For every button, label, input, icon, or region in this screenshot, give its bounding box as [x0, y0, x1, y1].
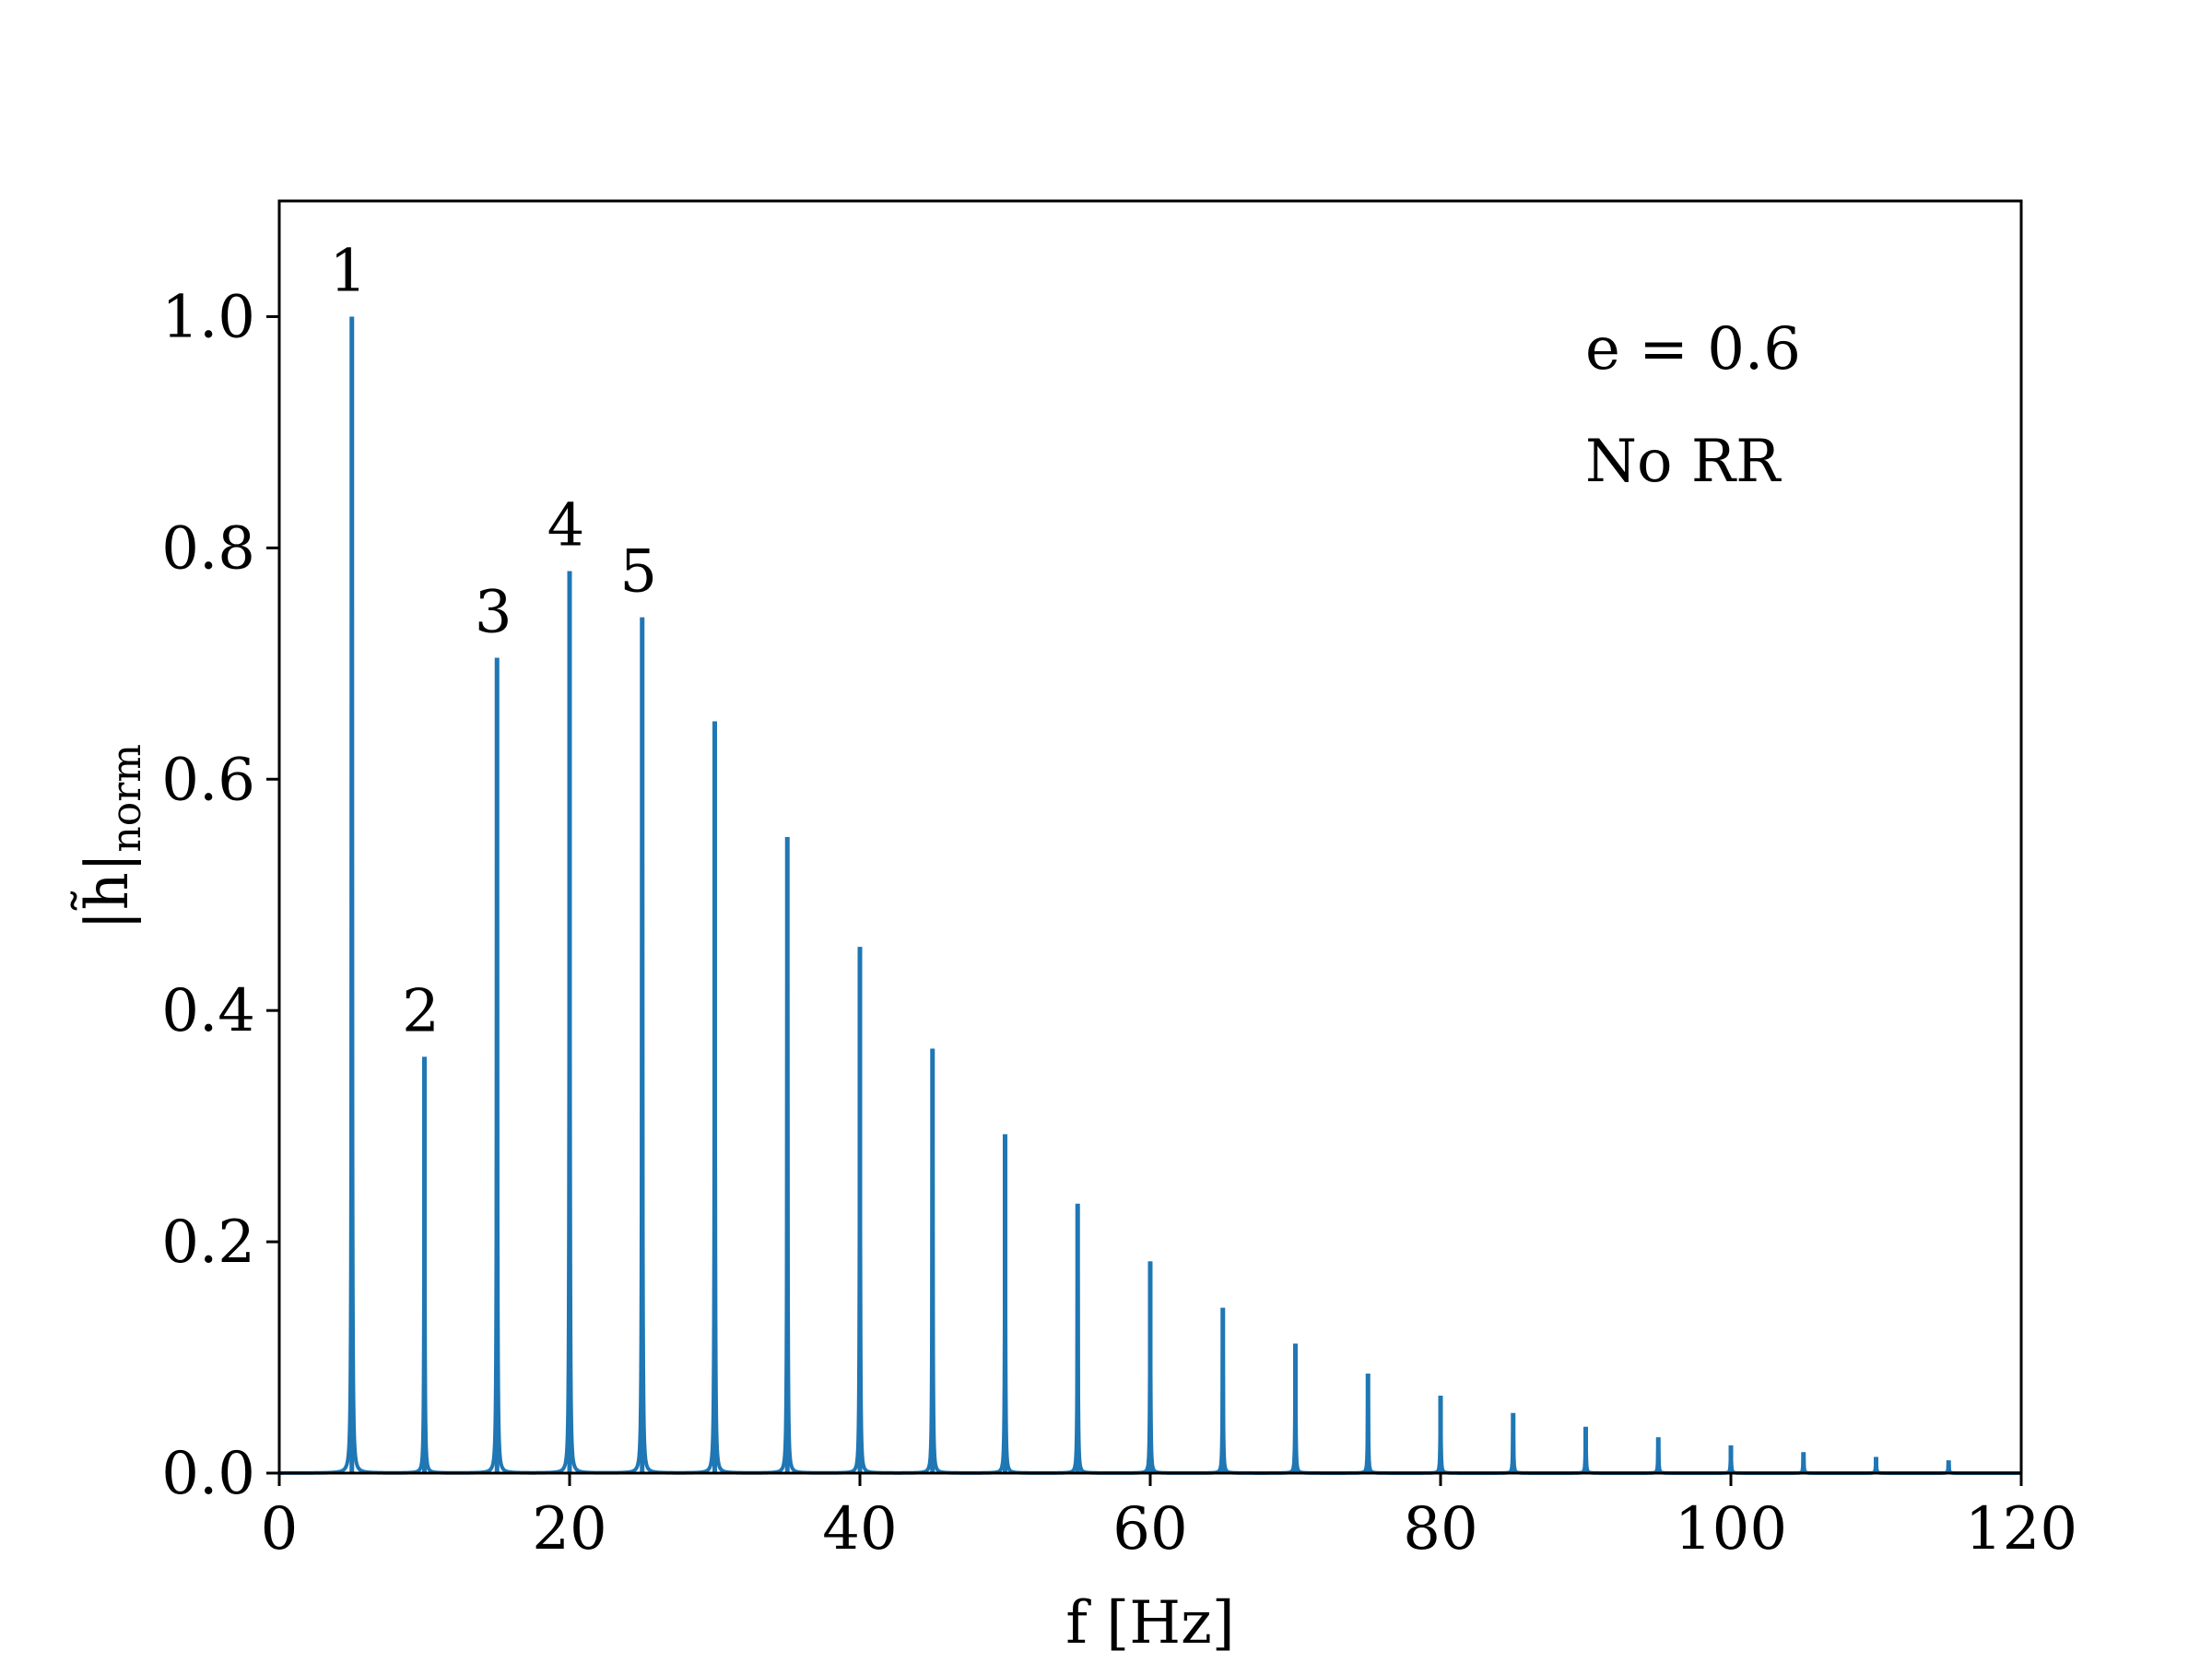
y-tick-label: 0.0: [161, 1440, 255, 1508]
eccentricity-annotation: e = 0.6: [1585, 315, 1801, 383]
y-tick-label: 0.8: [161, 514, 255, 583]
svg-text:|h̃|norm: |h̃|norm: [71, 744, 150, 930]
x-tick-label: 40: [822, 1495, 897, 1563]
x-axis: 0 20 40 60 80 100 120: [261, 1473, 2077, 1563]
x-tick-label: 20: [532, 1495, 606, 1563]
x-tick-label: 120: [1965, 1495, 2077, 1563]
x-tick-label: 80: [1403, 1495, 1477, 1563]
series-layer: [279, 316, 2021, 1475]
peak-label: 1: [329, 237, 367, 305]
y-tick-label: 0.6: [161, 746, 255, 814]
y-tick-label: 1.0: [161, 283, 255, 351]
no-rr-annotation: No RR: [1585, 428, 1782, 496]
x-tick-label: 100: [1675, 1495, 1787, 1563]
peak-label: 5: [619, 538, 657, 607]
y-axis-title: |h̃|norm: [71, 744, 150, 930]
peak-labels: 1 2 345: [329, 237, 657, 1045]
peak-label: 3: [475, 579, 512, 647]
y-axis-title-subscript: norm: [103, 744, 150, 853]
y-tick-label: 0.2: [161, 1209, 255, 1277]
x-axis-title: f [Hz]: [1065, 1589, 1235, 1657]
x-tick-label: 0: [261, 1495, 299, 1563]
y-axis-title-main: |h̃|: [71, 853, 142, 930]
y-axis: 0.0 0.2 0.4 0.6 0.8 1.0: [161, 283, 279, 1508]
x-tick-label: 60: [1112, 1495, 1187, 1563]
y-tick-label: 0.4: [161, 977, 255, 1045]
peak-label: 2: [402, 977, 440, 1045]
peak-label: 4: [547, 491, 585, 560]
